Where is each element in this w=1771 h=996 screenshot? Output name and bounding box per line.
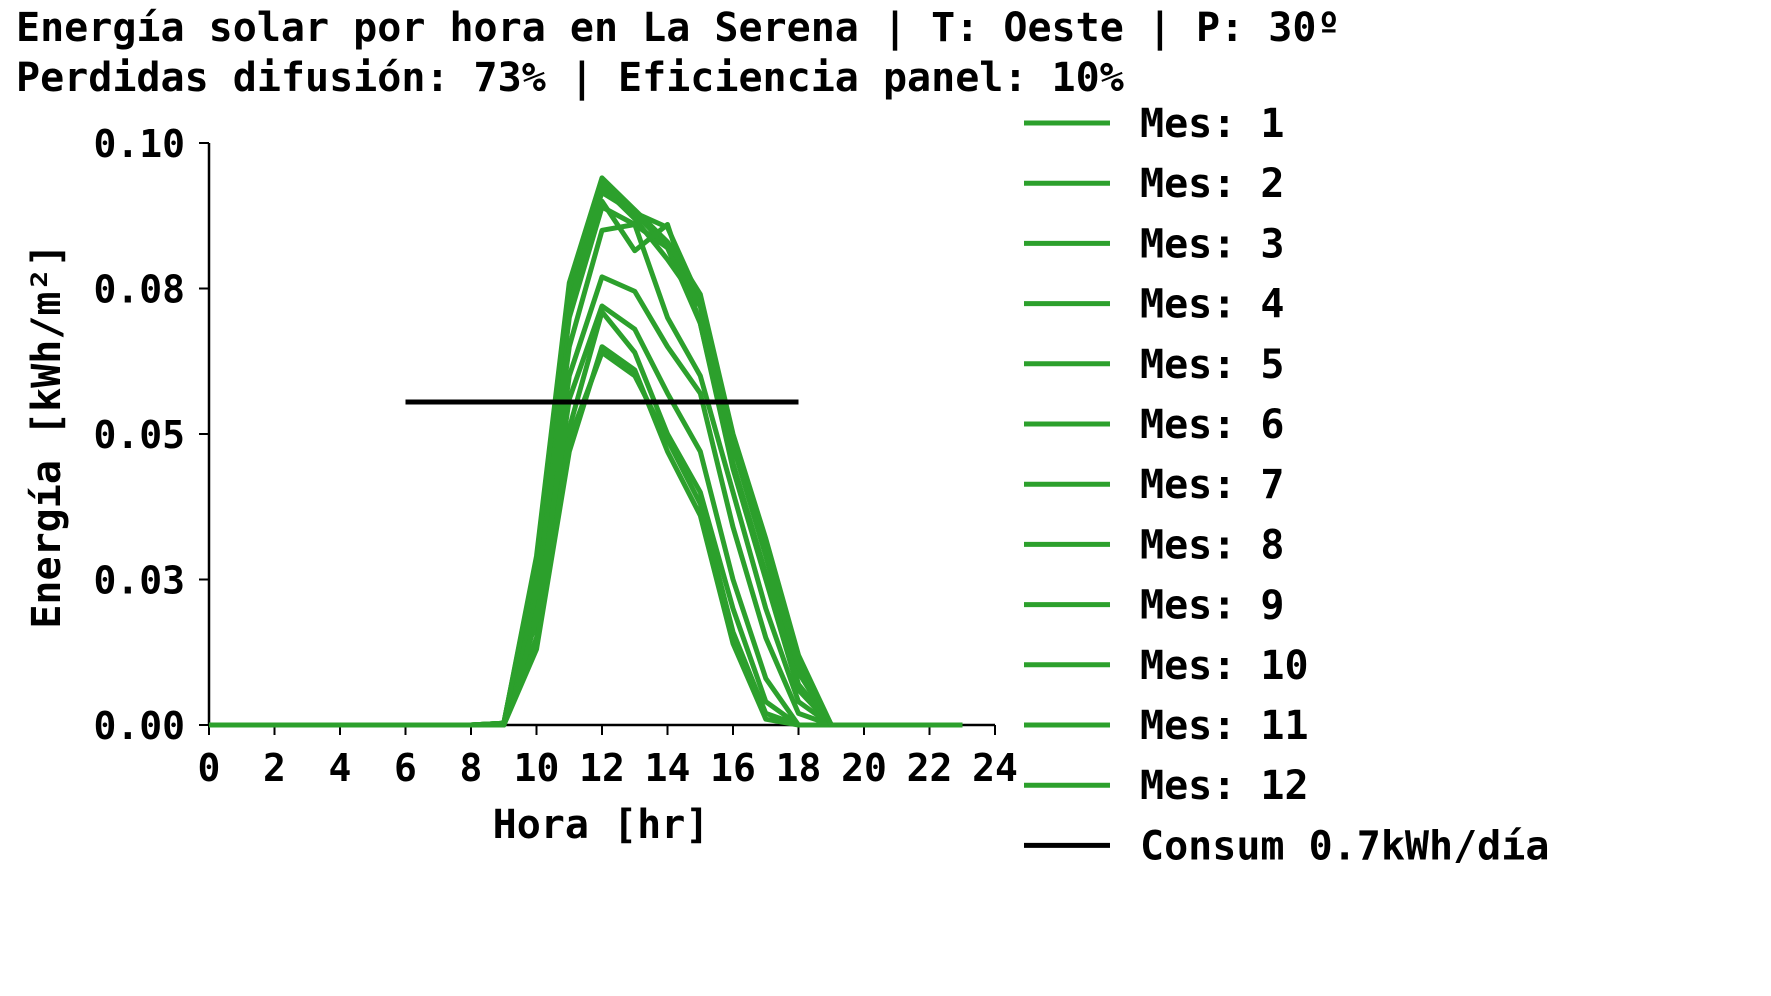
legend: Mes: 1 Mes: 2 Mes: 3 Mes: 4 Mes: 5 Mes: 6 Mes:… <box>1024 101 1549 869</box>
legend-label-mes-2: Mes: 2 <box>1140 161 1285 207</box>
y-tick-label: 0.00 <box>93 704 185 748</box>
x-tick-label: 20 <box>841 746 887 790</box>
x-tick-label: 4 <box>329 746 352 790</box>
series-layer <box>209 175 963 728</box>
x-tick-label: 18 <box>776 746 822 790</box>
series-line-mes-7 <box>209 350 963 728</box>
series-line-mes-5 <box>209 309 963 728</box>
x-tick-label: 14 <box>645 746 691 790</box>
x-tick-label: 16 <box>710 746 756 790</box>
y-tick-label: 0.03 <box>93 559 185 603</box>
series-line-mes-12 <box>209 175 963 728</box>
x-tick-label: 12 <box>579 746 625 790</box>
x-tick-label: 24 <box>972 746 1018 790</box>
x-tick-label: 8 <box>460 746 483 790</box>
legend-label-mes-11: Mes: 11 <box>1140 703 1309 749</box>
legend-label-mes-6: Mes: 6 <box>1140 402 1285 448</box>
series-line-mes-9 <box>209 222 963 728</box>
x-axis-label: Hora [hr] <box>493 802 710 848</box>
chart-title-line1: Energía solar por hora en La Serena | T:… <box>16 5 1341 51</box>
legend-label-mes-10: Mes: 10 <box>1140 643 1309 689</box>
legend-label-mes-5: Mes: 5 <box>1140 342 1285 388</box>
chart-title-line2: Perdidas difusión: 73% | Eficiencia pane… <box>16 55 1124 101</box>
series-line-mes-11 <box>209 190 963 728</box>
legend-label-mes-9: Mes: 9 <box>1140 583 1285 629</box>
y-tick-label: 0.05 <box>93 413 185 457</box>
x-tick-label: 6 <box>394 746 417 790</box>
x-tick-label: 10 <box>514 746 560 790</box>
series-line-mes-4 <box>209 274 963 728</box>
legend-label-mes-4: Mes: 4 <box>1140 282 1285 328</box>
x-tick-label: 2 <box>263 746 286 790</box>
x-tick-label: 0 <box>198 746 221 790</box>
y-tick-label: 0.08 <box>93 268 185 312</box>
legend-label-mes-1: Mes: 1 <box>1140 101 1285 147</box>
legend-label-consumption: Consum 0.7kWh/día <box>1140 823 1549 869</box>
legend-label-mes-12: Mes: 12 <box>1140 763 1309 809</box>
legend-label-mes-3: Mes: 3 <box>1140 221 1285 267</box>
legend-label-mes-7: Mes: 7 <box>1140 462 1285 508</box>
y-axis-label: Energía [kWh/m²] <box>24 243 70 628</box>
y-tick-label: 0.10 <box>93 122 185 166</box>
x-tick-label: 22 <box>907 746 953 790</box>
legend-label-mes-8: Mes: 8 <box>1140 522 1285 568</box>
